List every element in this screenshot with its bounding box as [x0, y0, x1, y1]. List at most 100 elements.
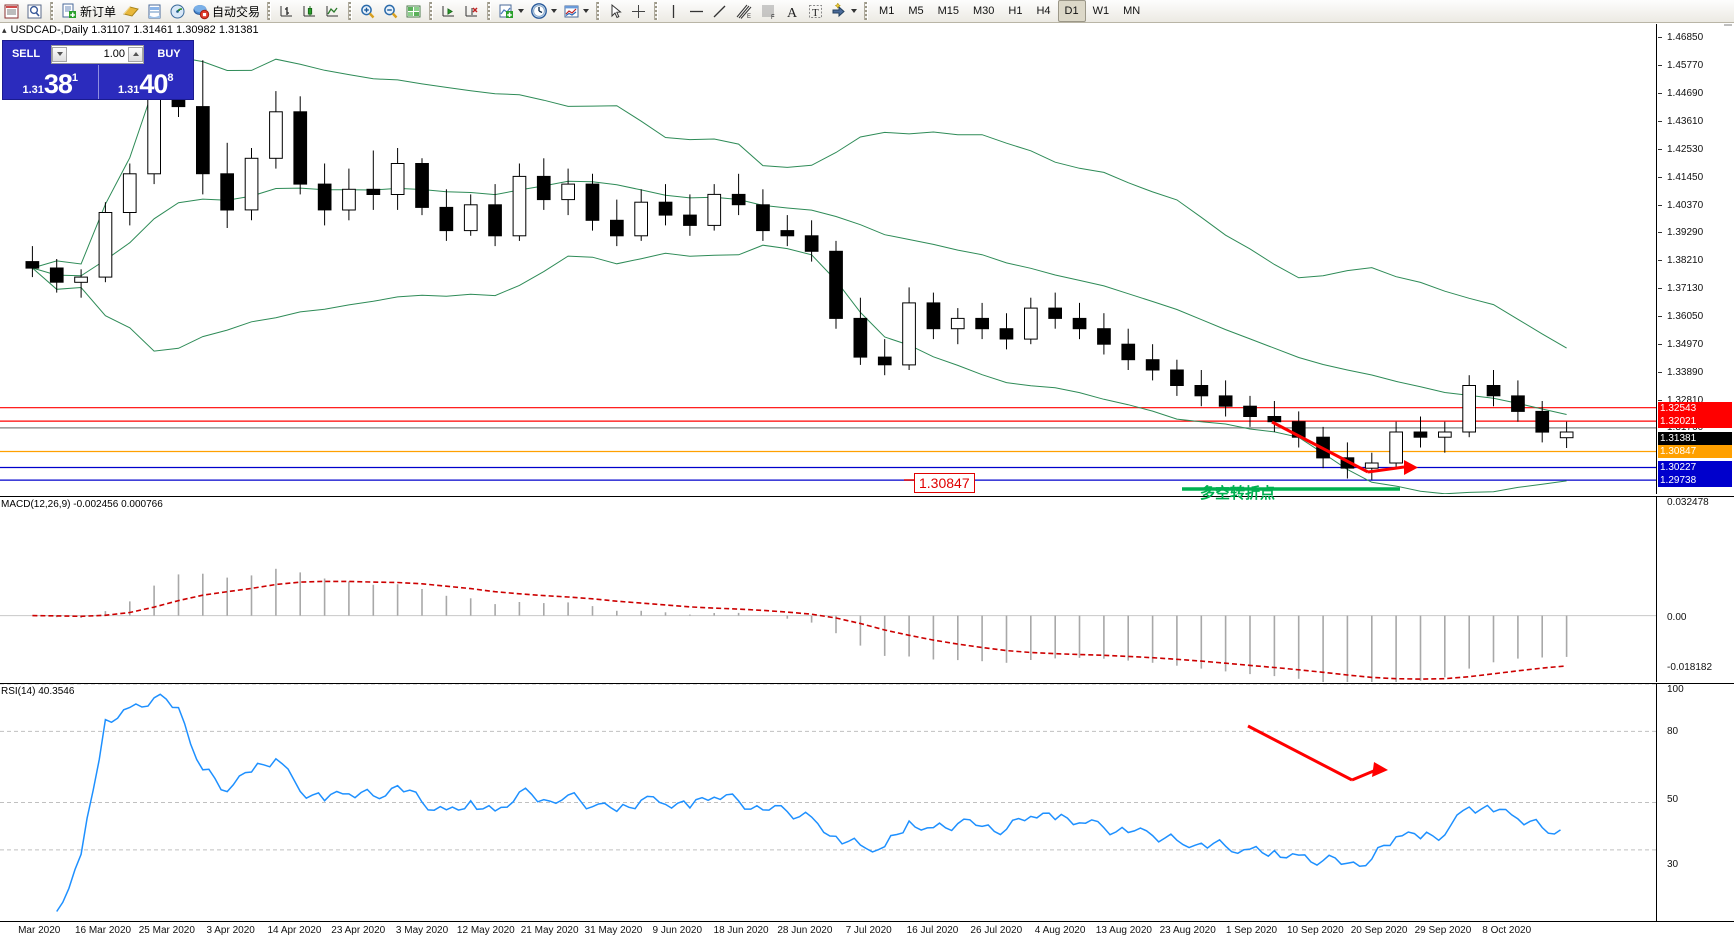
date-axis-label: 9 Jun 2020 — [652, 925, 703, 936]
one-click-trading-panel[interactable]: SELL 1.00 BUY 1.31 38 1 1.31 40 8 — [2, 40, 194, 100]
rsi-tick: 100 — [1657, 684, 1734, 696]
volume-stepper[interactable]: 1.00 — [51, 44, 144, 64]
macd-tick: -0.018182 — [1657, 662, 1734, 674]
date-axis[interactable]: Mar 2020 16 Mar 2020 25 Mar 2020 3 Apr 2020… — [0, 921, 1734, 944]
fibonacci-retracement-tool[interactable]: F — [757, 1, 780, 21]
chevron-down-icon[interactable] — [551, 9, 558, 13]
expert-advisors-icon[interactable] — [144, 1, 165, 21]
macd-pane[interactable] — [0, 497, 1656, 682]
date-axis-label: 1 Sep 2020 — [1225, 925, 1278, 936]
toolbar-separator — [50, 2, 54, 20]
price-tag-blue[interactable]: 1.30227 — [1658, 461, 1732, 475]
trade-panel-price-row: 1.31 38 1 1.31 40 8 — [3, 65, 193, 99]
timeframe-button-w1[interactable]: W1 — [1092, 5, 1110, 17]
candlestick-chart-icon[interactable] — [299, 1, 320, 21]
new-order-button[interactable]: 新订单 — [59, 1, 118, 21]
tile-windows-icon[interactable] — [403, 1, 424, 21]
price-level-annotation[interactable]: 1.30847 — [914, 473, 975, 493]
rsi-tick: 30 — [1657, 859, 1734, 871]
text-tool[interactable]: A — [782, 1, 803, 21]
price-tag-red[interactable]: 1.32021 — [1658, 415, 1732, 429]
volume-increase-button[interactable] — [128, 46, 143, 62]
date-axis-label: 4 Aug 2020 — [1034, 925, 1086, 936]
shapes-tool[interactable] — [828, 1, 859, 21]
chinese-annotation-note[interactable]: 多空转折点 — [1200, 484, 1276, 502]
equidistant-channel-tool[interactable]: E — [732, 1, 755, 21]
date-axis-label: 23 Aug 2020 — [1159, 925, 1216, 936]
rsi-tick-label: 50 — [1667, 794, 1679, 805]
cursor-tool[interactable] — [605, 1, 626, 21]
rsi-axis: 100 80 50 30 — [1656, 684, 1734, 921]
timeframe-button-mn[interactable]: MN — [1123, 5, 1141, 17]
autotrading-label: 自动交易 — [212, 4, 261, 19]
signals-icon[interactable] — [167, 1, 188, 21]
timeframe-button-m1[interactable]: M1 — [879, 5, 895, 17]
timeframe-button-h4[interactable]: H4 — [1036, 5, 1051, 17]
text-label-tool[interactable]: T — [805, 1, 826, 21]
symbol-header: ▴ USDCAD-,Daily 1.31107 1.31461 1.30982 … — [0, 23, 259, 37]
sell-price-fraction: 1 — [71, 72, 79, 84]
buy-price-prefix: 1.31 — [117, 84, 140, 96]
autotrading-button[interactable]: 自动交易 — [190, 1, 262, 21]
chevron-down-icon[interactable] — [851, 9, 858, 13]
rsi-pane[interactable] — [0, 684, 1656, 921]
buy-button[interactable]: 1.31 40 8 — [97, 65, 194, 99]
macd-tick: 0.032478 — [1657, 497, 1734, 509]
chevron-down-icon[interactable] — [583, 9, 590, 13]
timeframe-button-m30[interactable]: M30 — [973, 5, 995, 17]
buy-price-fraction: 8 — [167, 72, 174, 84]
price-chart-svg — [0, 42, 1656, 494]
buy-label: BUY — [157, 48, 181, 60]
price-axis-tick: 1.36050 — [1657, 311, 1734, 323]
sell-price-prefix: 1.31 — [22, 84, 44, 96]
sell-price-main: 38 — [43, 69, 73, 99]
macd-tick-label: -0.018182 — [1667, 662, 1713, 673]
price-tag-red[interactable]: 1.32543 — [1658, 401, 1732, 415]
chevron-up-icon — [132, 52, 139, 56]
timeframe-button-m5[interactable]: M5 — [908, 5, 924, 17]
line-chart-icon[interactable] — [322, 1, 343, 21]
data-window-icon[interactable] — [1, 1, 22, 21]
auto-scroll-icon[interactable] — [461, 1, 482, 21]
timeframe-button-d1[interactable]: D1 — [1057, 0, 1086, 22]
toolbar-separator — [487, 2, 492, 20]
zoom-out-icon[interactable] — [380, 1, 401, 21]
main-toolbar: 新订单 自动交易 — [0, 0, 1734, 23]
indicators-icon[interactable] — [496, 1, 526, 21]
sell-button[interactable]: 1.31 38 1 — [3, 65, 98, 99]
date-axis-label: 13 Aug 2020 — [1095, 925, 1152, 936]
chevron-down-icon[interactable] — [518, 9, 525, 13]
bar-chart-icon[interactable] — [276, 1, 297, 21]
price-axis-tick: 1.34970 — [1657, 339, 1734, 351]
symbol-search-icon[interactable] — [24, 1, 45, 21]
templates-icon[interactable] — [561, 1, 591, 21]
toolbar-separator — [864, 2, 869, 20]
trendline-tool[interactable] — [709, 1, 730, 21]
price-axis-tick: 1.41450 — [1657, 172, 1734, 184]
mql-editor-icon[interactable] — [120, 1, 142, 21]
vertical-scrollbar-thumb[interactable] — [1724, 24, 1732, 26]
toolbar-separator — [596, 2, 601, 20]
price-tag-orange[interactable]: 1.30847 — [1658, 445, 1732, 459]
timeframe-button-m15[interactable]: M15 — [937, 5, 959, 17]
chart-shift-icon[interactable] — [438, 1, 459, 21]
svg-text:A: A — [787, 6, 798, 20]
price-axis[interactable]: 1.46850 1.45770 1.44690 1.43610 1.42530 1.414… — [1656, 24, 1734, 494]
price-axis-tick: 1.37130 — [1657, 283, 1734, 295]
crosshair-tool[interactable] — [628, 1, 649, 21]
timeframe-button-h1[interactable]: H1 — [1008, 5, 1023, 17]
period-separator-icon[interactable] — [528, 1, 559, 21]
price-tag-blue[interactable]: 1.29738 — [1658, 474, 1732, 488]
macd-tick-label: 0.00 — [1667, 612, 1687, 623]
volume-value[interactable]: 1.00 — [103, 48, 125, 60]
zoom-in-icon[interactable] — [357, 1, 378, 21]
volume-decrease-button[interactable] — [52, 46, 67, 62]
macd-label: MACD(12,26,9) -0.002456 0.000766 — [1, 499, 163, 510]
horizontal-line-tool[interactable] — [686, 1, 707, 21]
vertical-line-tool[interactable] — [663, 1, 684, 21]
price-chart-canvas[interactable] — [0, 24, 1656, 494]
new-order-label: 新订单 — [80, 4, 117, 19]
date-axis-label: 20 Sep 2020 — [1350, 925, 1408, 936]
price-tag-black[interactable]: 1.31381 — [1658, 431, 1732, 445]
date-axis-label: 21 May 2020 — [520, 925, 579, 936]
